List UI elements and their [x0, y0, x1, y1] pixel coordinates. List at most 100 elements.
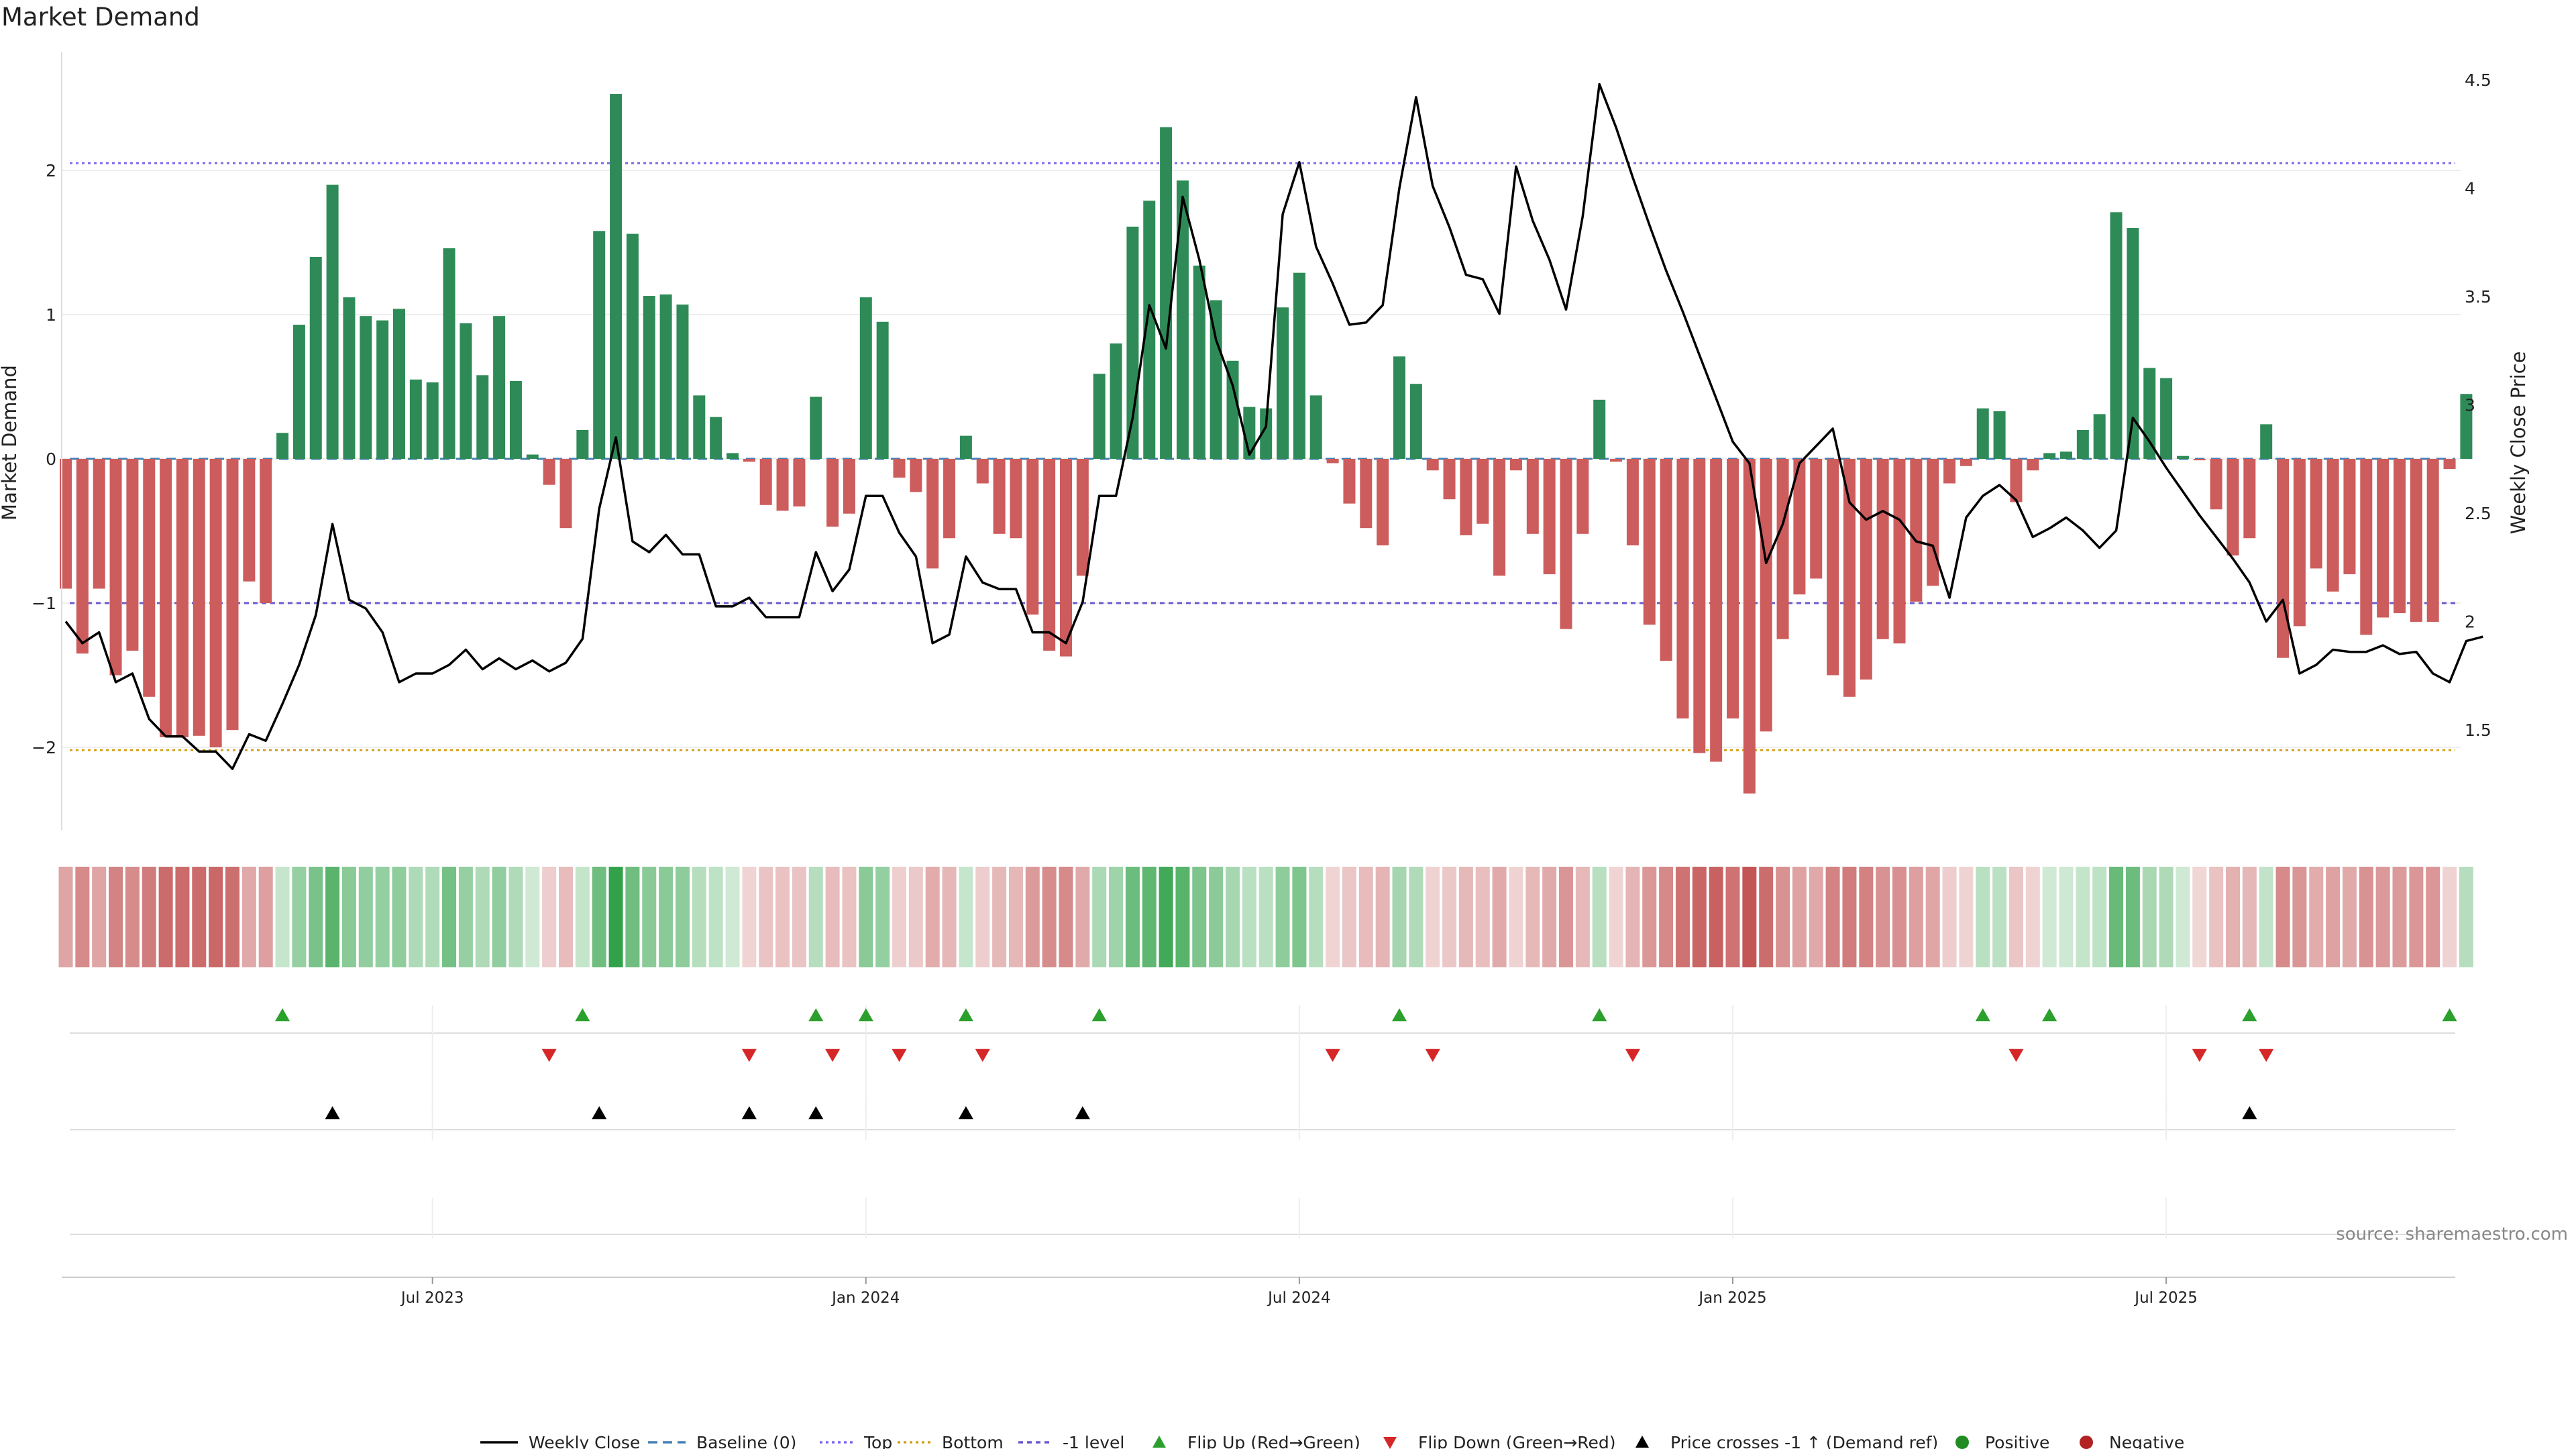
price-cross-marker [2242, 1106, 2257, 1120]
heat-cell [241, 867, 256, 967]
heat-cell [1725, 867, 1740, 967]
demand-bar [2460, 394, 2473, 459]
price-cross-marker [592, 1106, 607, 1120]
demand-bar [1193, 265, 1205, 459]
demand-bar [1326, 459, 1339, 464]
heat-cell [142, 867, 156, 967]
demand-bar [409, 379, 422, 459]
demand-bar [959, 435, 972, 459]
right-tick-label: 1.5 [2465, 720, 2491, 740]
demand-bar [1060, 459, 1072, 657]
source-note: source: sharemaestro.com [2336, 1224, 2568, 1244]
legend-label: Bottom [942, 1433, 1004, 1449]
demand-bar [426, 382, 439, 459]
heat-cell [1876, 867, 1890, 967]
demand-bar [1360, 459, 1373, 529]
demand-bar [1776, 459, 1789, 639]
heat-cell [1275, 867, 1290, 967]
flip-down-marker [2008, 1049, 2024, 1062]
weekly-close-line [64, 83, 2483, 770]
x-tick-label: Jul 2023 [400, 1289, 464, 1307]
heat-cell [1125, 867, 1140, 967]
heat-cell [892, 867, 906, 967]
demand-bar [1560, 459, 1572, 629]
heat-cell [309, 867, 323, 967]
heat-cell [525, 867, 540, 967]
demand-bar [1710, 459, 1723, 762]
demand-bar [226, 459, 239, 731]
heat-cell [2275, 867, 2290, 967]
heat-cell [58, 867, 73, 967]
right-tick-label: 3.5 [2465, 287, 2491, 307]
heat-cell [109, 867, 123, 967]
demand-bar [1793, 459, 1806, 595]
demand-bar [2143, 368, 2156, 459]
demand-bar [1010, 459, 1022, 539]
heat-cell [1909, 867, 1923, 967]
demand-bar [2027, 459, 2039, 471]
flip-up-marker [1091, 1008, 1107, 1022]
demand-bar [1876, 459, 1889, 639]
heat-cell [1859, 867, 1874, 967]
demand-bar [1526, 459, 1539, 534]
flip-down-marker [1325, 1049, 1340, 1062]
heat-cell [175, 867, 190, 967]
heat-cell [908, 867, 923, 967]
demand-bar [1110, 343, 1122, 459]
demand-bar [1160, 127, 1173, 459]
heat-cell [608, 867, 623, 967]
demand-bar [2260, 424, 2273, 459]
demand-bar [1727, 459, 1739, 718]
flip-up-marker [2442, 1008, 2457, 1022]
heat-cell [1475, 867, 1490, 967]
demand-bar [1943, 459, 1956, 484]
demand-heat-strip [58, 867, 2473, 967]
demand-bar [1409, 384, 1422, 459]
price-cross-marker [1075, 1106, 1090, 1120]
legend-label: Top [863, 1433, 892, 1449]
heat-cell [1925, 867, 1940, 967]
heat-cell [2292, 867, 2307, 967]
heat-cell [942, 867, 957, 967]
demand-bar [176, 459, 189, 737]
x-tick-label: Jul 2024 [1267, 1289, 1331, 1307]
demand-bar [2377, 459, 2390, 618]
demand-bar [710, 417, 722, 459]
legend-swatch-dot [2080, 1436, 2093, 1449]
heat-cell [975, 867, 990, 967]
demand-bar [910, 459, 922, 492]
legend-label: Price crosses -1 ↑ (Demand ref) [1670, 1433, 1938, 1449]
demand-bar [60, 459, 72, 589]
heat-cell [542, 867, 557, 967]
demand-bar [843, 459, 855, 514]
heat-cell [625, 867, 640, 967]
heat-cell [1659, 867, 1674, 967]
left-tick-label: 2 [46, 161, 56, 180]
price-cross-marker [325, 1106, 340, 1120]
demand-bar [1477, 459, 1489, 524]
demand-bar [793, 459, 806, 506]
heat-cell [409, 867, 423, 967]
right-tick-label: 4 [2465, 179, 2475, 199]
legend-label: -1 level [1063, 1433, 1124, 1449]
legend-swatch-dot [1955, 1436, 1969, 1449]
demand-bar [976, 459, 989, 484]
heat-cell [1492, 867, 1507, 967]
heat-cell [842, 867, 857, 967]
demand-bar [1393, 356, 1405, 459]
heat-cell [2359, 867, 2373, 967]
heat-cell [1458, 867, 1473, 967]
demand-bar [1176, 180, 1189, 459]
demand-bar [2310, 459, 2322, 569]
heat-cell [458, 867, 473, 967]
heat-cell [125, 867, 140, 967]
demand-bar [826, 459, 839, 527]
demand-bar [2293, 459, 2306, 627]
heat-cell [1226, 867, 1240, 967]
heat-cell [2426, 867, 2440, 967]
heat-cell [1892, 867, 1907, 967]
heat-cell [1042, 867, 1057, 967]
heat-cell [375, 867, 390, 967]
demand-bar [743, 459, 755, 462]
heat-cell [442, 867, 457, 967]
